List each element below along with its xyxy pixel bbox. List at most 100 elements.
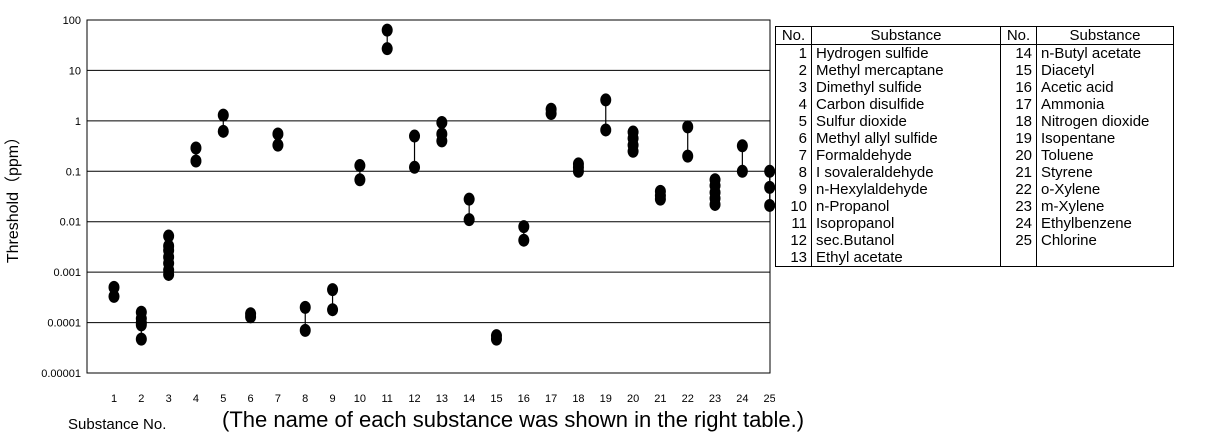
row-no: 1 [775, 44, 812, 62]
x-tick-label: 20 [627, 393, 639, 405]
data-point [736, 139, 748, 153]
data-markers [108, 23, 775, 346]
row-substance: Carbon disulfide [811, 96, 1001, 113]
table-row: 5 Sulfur dioxide 18 Nitrogen dioxide [775, 113, 1174, 130]
row-no: 3 [775, 79, 812, 96]
y-tick-label: 0.00001 [41, 368, 81, 380]
data-point [709, 197, 721, 211]
data-point [354, 159, 366, 173]
table-row: 3 Dimethyl sulfide 16 Acetic acid [775, 79, 1174, 96]
row-substance: sec.Butanol [811, 232, 1001, 249]
data-point [764, 198, 775, 212]
row-no: 12 [775, 232, 812, 249]
x-tick-label: 10 [354, 393, 366, 405]
row-no: 10 [775, 198, 812, 215]
row-no: 4 [775, 96, 812, 113]
x-tick-label: 11 [381, 393, 392, 405]
data-point [108, 289, 120, 303]
row-no: 20 [1000, 147, 1037, 164]
data-point [354, 173, 366, 187]
row-substance: Formaldehyde [811, 147, 1001, 164]
x-tick-label: 24 [736, 393, 748, 405]
y-tick-label: 0.1 [66, 166, 81, 178]
x-axis-label: Substance No. [68, 416, 167, 433]
row-substance: Chlorine [1041, 232, 1097, 249]
table-row: 13 Ethyl acetate [775, 249, 1174, 267]
data-point [272, 138, 284, 152]
x-tick-label: 25 [764, 393, 775, 405]
data-point [518, 220, 530, 234]
row-no: 25 [1000, 232, 1037, 249]
y-tick-labels: 100 10 1 0.1 0.01 0.001 0.0001 0.00001 [41, 15, 81, 380]
data-point [327, 303, 339, 317]
row-substance: Hydrogen sulfide [811, 44, 1001, 62]
plot-frame [86, 19, 771, 374]
header-substance-2: Substance [1036, 26, 1174, 45]
data-point [190, 154, 202, 168]
row-substance: Nitrogen dioxide [1041, 113, 1150, 130]
row-no: 19 [1000, 130, 1037, 147]
data-point [163, 267, 175, 281]
data-point [436, 134, 448, 148]
y-tick-label: 0.001 [53, 267, 81, 279]
row-substance: Sulfur dioxide [811, 113, 1001, 130]
row-no: 7 [775, 147, 812, 164]
x-tick-label: 4 [193, 393, 199, 405]
x-tick-label: 6 [248, 393, 254, 405]
row-no: 6 [775, 130, 812, 147]
table-row: 10 n-Propanol 23 m-Xylene [775, 198, 1174, 215]
row-no: 23 [1000, 198, 1037, 215]
header-substance-1: Substance [811, 26, 1001, 45]
y-tick-label: 0.01 [60, 217, 81, 229]
row-substance: Dimethyl sulfide [811, 79, 1001, 96]
y-tick-label: 0.0001 [47, 318, 81, 330]
data-point [682, 120, 694, 134]
data-point [163, 229, 175, 243]
x-tick-label: 5 [220, 393, 226, 405]
x-tick-label: 22 [682, 393, 694, 405]
row-no: 15 [1000, 62, 1037, 79]
row-substance: o-Xylene [1041, 181, 1101, 198]
table-row: 2 Methyl mercaptane 15 Diacetyl [775, 62, 1174, 79]
row-substance: Styrene [1041, 164, 1093, 181]
table-row: 9 n-Hexylaldehyde 22 o-Xylene [775, 181, 1174, 198]
x-tick-label: 2 [138, 393, 144, 405]
data-point [764, 180, 775, 194]
data-point [381, 42, 393, 56]
data-point [572, 164, 584, 178]
row-substance: Ammonia [1041, 96, 1105, 113]
data-point [436, 115, 448, 129]
data-point [327, 283, 339, 297]
table-row: 1 Hydrogen sulfide 14 n-Butyl acetate [775, 44, 1174, 62]
row-substance: Isopentane [1041, 130, 1116, 147]
data-point [108, 280, 120, 294]
x-tick-label: 9 [329, 393, 335, 405]
x-tick-label: 21 [654, 393, 666, 405]
x-tick-label: 16 [518, 393, 530, 405]
x-tick-label: 1 [111, 393, 117, 405]
data-point [736, 164, 748, 178]
table-row: 11 Isopropanol 24 Ethylbenzene [775, 215, 1174, 232]
substance-table: No. Substance No. Substance 1 Hydrogen su… [775, 26, 1174, 267]
row-no: 14 [1000, 44, 1037, 62]
row-no: 24 [1000, 215, 1037, 232]
data-point [627, 144, 639, 158]
gridlines [87, 69, 770, 324]
data-point [217, 124, 229, 138]
row-no: 17 [1000, 96, 1037, 113]
x-tick-label: 14 [463, 393, 475, 405]
row-substance: Ethylbenzene [1041, 215, 1132, 232]
table-body: 1 Hydrogen sulfide 14 n-Butyl acetate 2 Methy… [775, 44, 1174, 267]
table-row: 6 Methyl allyl sulfide 19 Isopentane [775, 130, 1174, 147]
data-point [545, 106, 557, 120]
x-tick-label: 17 [545, 393, 557, 405]
data-point [299, 300, 311, 314]
row-substance: I sovaleraldehyde [811, 164, 1001, 181]
chart-note: (The name of each substance was shown in… [222, 407, 805, 432]
x-tick-label: 8 [302, 393, 308, 405]
y-tick-label: 1 [75, 116, 81, 128]
data-point [409, 129, 421, 143]
y-tick-label: 100 [63, 15, 81, 27]
